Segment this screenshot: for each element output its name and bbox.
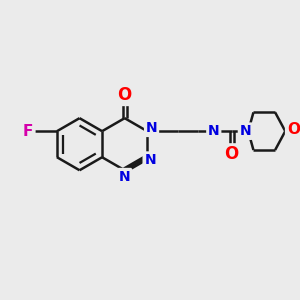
Text: O: O — [287, 122, 300, 137]
Text: O: O — [225, 145, 239, 163]
Text: N: N — [208, 124, 220, 138]
Text: N: N — [119, 169, 130, 184]
Text: H: H — [209, 124, 218, 134]
Text: N: N — [146, 121, 158, 135]
Text: O: O — [118, 86, 132, 104]
Text: N: N — [144, 153, 156, 167]
Text: N: N — [239, 124, 251, 138]
Text: F: F — [23, 124, 33, 139]
